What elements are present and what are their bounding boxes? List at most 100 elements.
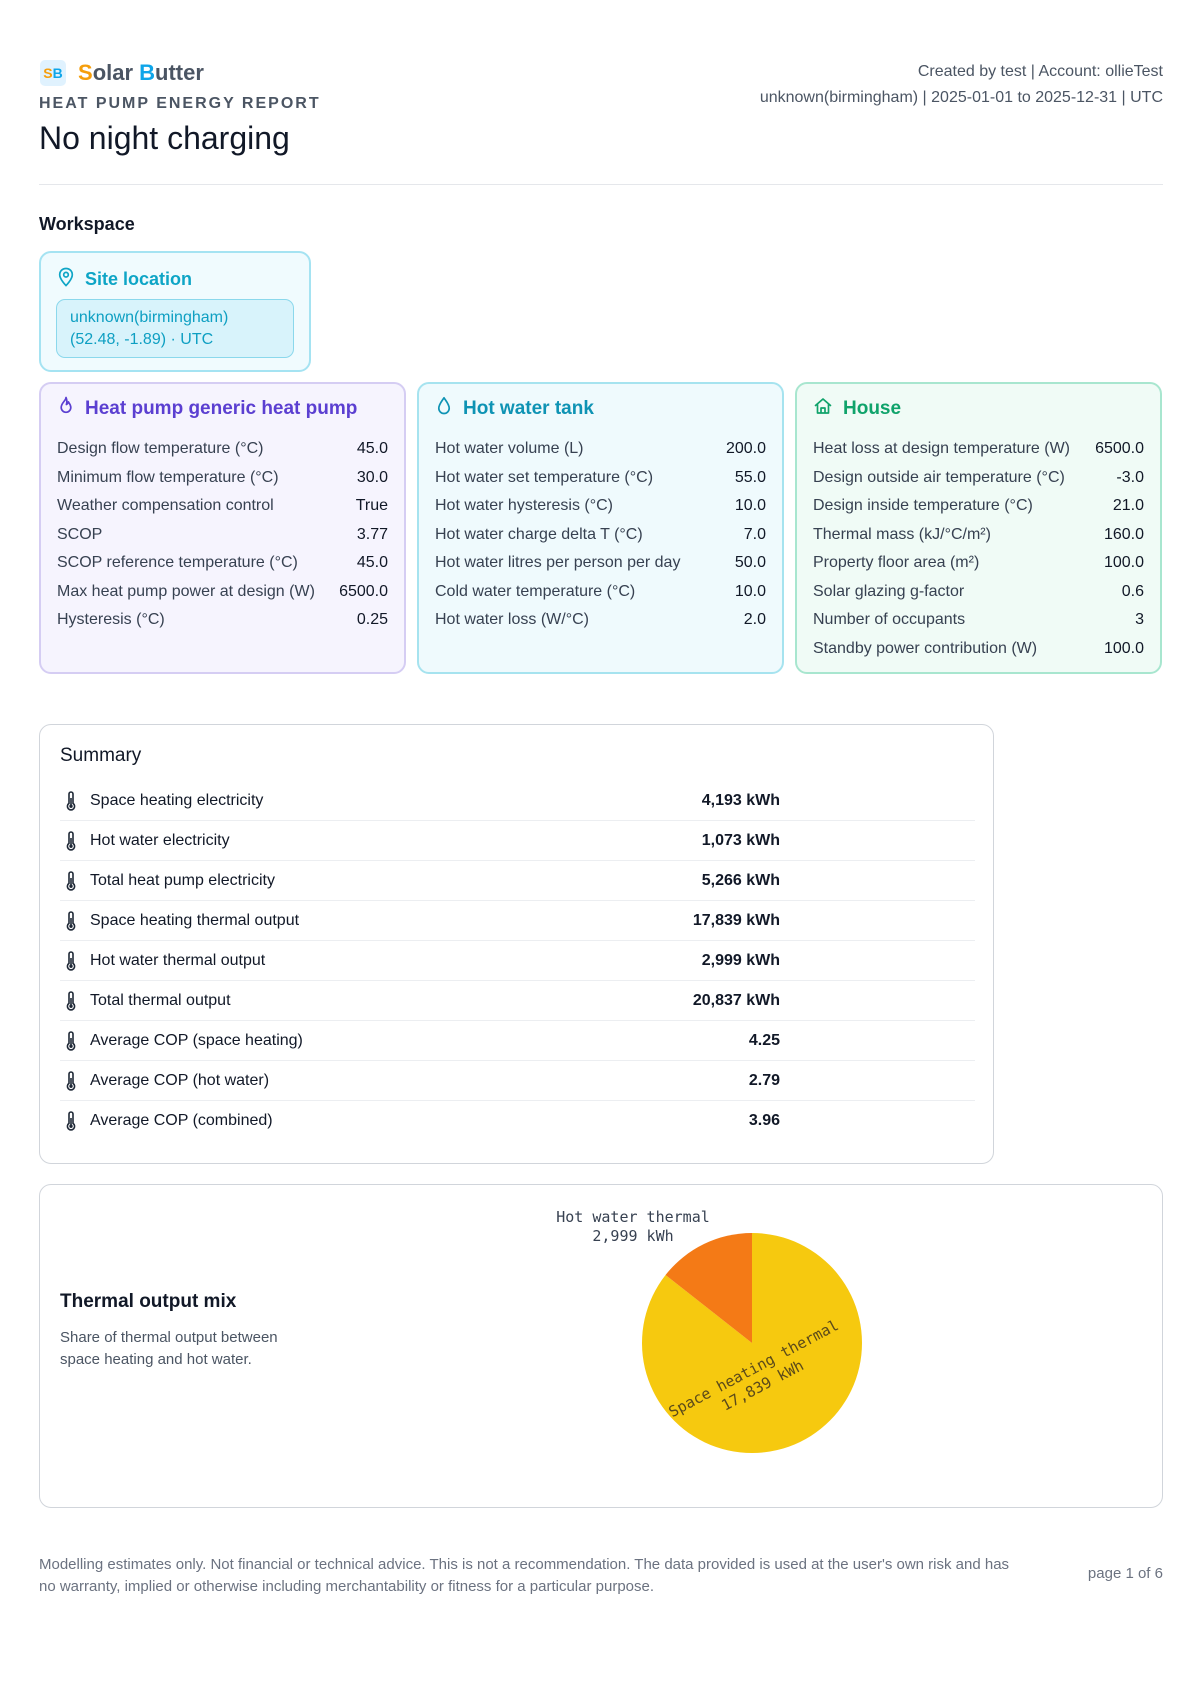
- parameter-label: Hot water set temperature (°C): [435, 468, 654, 486]
- parameter-label: Weather compensation control: [57, 497, 274, 514]
- meta-creator: Created by test | Account: ollieTest: [917, 63, 1163, 80]
- brand-name: Solar Butter: [78, 60, 204, 85]
- summary-value: 1,073 kWh: [701, 831, 780, 849]
- hot-water-tank-card: Hot water tank Hot water volume (L) 200.0…: [417, 382, 784, 674]
- parameter-value: 2.0: [743, 611, 766, 628]
- summary-value: 5,266 kWh: [701, 871, 780, 889]
- thermal-mix-title: Thermal output mix: [60, 1291, 237, 1312]
- parameter-label: SCOP reference temperature (°C): [57, 554, 298, 571]
- parameter-value: 30.0: [356, 468, 388, 486]
- house-card-header: House: [813, 396, 1144, 422]
- parameter-label: Thermal mass (kJ/°C/m²): [813, 525, 991, 543]
- summary-label: Total heat pump electricity: [90, 871, 275, 889]
- parameter-value: 200.0: [725, 440, 766, 457]
- thermometer-icon: [60, 910, 82, 932]
- parameter-label: Design flow temperature (°C): [57, 440, 264, 457]
- thermometer-icon: [60, 990, 82, 1012]
- parameter-value: 3.77: [356, 525, 388, 543]
- flame-icon: [57, 396, 75, 422]
- parameter-label: Minimum flow temperature (°C): [57, 468, 279, 486]
- water-drop-icon: [435, 396, 453, 422]
- hot-water-tank-title: Hot water tank: [463, 398, 594, 419]
- pie-slice-hot-water-thermal: [665, 1233, 752, 1343]
- summary-label: Hot water electricity: [90, 831, 230, 849]
- parameter-label: Number of occupants: [813, 611, 966, 628]
- parameter-row: Heat loss at design temperature (W) 6500.…: [813, 435, 1144, 464]
- parameter-row: Max heat pump power at design (W) 6500.0: [57, 578, 388, 607]
- summary-title: Summary: [60, 745, 142, 766]
- summary-value: 2,999 kWh: [701, 951, 780, 969]
- house-icon: [813, 396, 833, 422]
- hot-water-tank-parameters: Hot water volume (L) 200.0 Hot water set …: [435, 435, 766, 635]
- summary-row: Space heating electricity 4,193 kWh: [60, 781, 975, 821]
- summary-row: Average COP (hot water) 2.79: [60, 1061, 975, 1101]
- parameter-row: Number of occupants 3: [813, 606, 1144, 635]
- parameter-value: 10.0: [734, 497, 766, 514]
- parameter-row: Weather compensation control True: [57, 492, 388, 521]
- summary-label: Average COP (space heating): [90, 1031, 303, 1049]
- summary-value: 4,193 kWh: [701, 791, 780, 809]
- hot-water-tank-card-header: Hot water tank: [435, 396, 766, 422]
- site-location-label: Site location: [85, 269, 193, 289]
- parameter-value: 0.6: [1121, 582, 1144, 600]
- footer-disclaimer: Modelling estimates only. Not financial …: [39, 1556, 1010, 1595]
- house-parameters: Heat loss at design temperature (W) 6500.…: [813, 435, 1144, 663]
- site-location-header: Site location: [57, 267, 192, 292]
- parameter-value: 3: [1135, 611, 1144, 628]
- heat-pump-card: Heat pump generic heat pump Design flow …: [39, 382, 406, 674]
- parameter-value: 45.0: [356, 554, 388, 571]
- page-number: page 1 of 6: [1087, 1565, 1163, 1582]
- parameter-label: Property floor area (m²): [813, 554, 980, 571]
- parameter-row: Minimum flow temperature (°C) 30.0: [57, 464, 388, 493]
- thermometer-icon: [60, 830, 82, 852]
- parameter-row: Hot water hysteresis (°C) 10.0: [435, 492, 766, 521]
- summary-label: Space heating electricity: [90, 791, 264, 809]
- parameter-row: Solar glazing g-factor 0.6: [813, 578, 1144, 607]
- parameter-value: True: [355, 497, 388, 514]
- thermometer-icon: [60, 1110, 82, 1132]
- thermometer-icon: [60, 1030, 82, 1052]
- thermometer-icon: [60, 790, 82, 812]
- parameter-row: Hot water set temperature (°C) 55.0: [435, 464, 766, 493]
- parameter-label: SCOP: [57, 525, 103, 543]
- map-pin-icon: [57, 267, 75, 292]
- parameter-label: Hysteresis (°C): [57, 611, 165, 628]
- heat-pump-card-header: Heat pump generic heat pump: [57, 396, 388, 422]
- summary-value: 2.79: [748, 1071, 780, 1089]
- header-divider: [39, 184, 1163, 185]
- parameter-label: Max heat pump power at design (W): [57, 582, 315, 600]
- parameter-value: 50.0: [734, 554, 766, 571]
- parameter-label: Heat loss at design temperature (W): [813, 440, 1070, 457]
- site-name: unknown(birmingham): [70, 309, 229, 326]
- parameter-value: 21.0: [1112, 497, 1144, 514]
- parameter-row: Property floor area (m²) 100.0: [813, 549, 1144, 578]
- summary-value: 4.25: [748, 1031, 780, 1049]
- thermal-mix-description: Share of thermal output between space he…: [60, 1329, 278, 1368]
- thermal-mix-card: Thermal output mix Share of thermal outp…: [39, 1184, 1163, 1508]
- summary-label: Space heating thermal output: [90, 911, 300, 929]
- parameter-value: 7.0: [743, 525, 766, 543]
- summary-row: Average COP (combined) 3.96: [60, 1101, 975, 1141]
- summary-row: Average COP (space heating) 4.25: [60, 1021, 975, 1061]
- report-kicker: HEAT PUMP ENERGY REPORT: [39, 95, 321, 112]
- thermometer-icon: [60, 1070, 82, 1092]
- parameter-label: Hot water loss (W/°C): [435, 611, 589, 628]
- parameter-value: -3.0: [1116, 468, 1144, 486]
- parameter-label: Cold water temperature (°C): [435, 582, 636, 600]
- site-coordinates: (52.48, -1.89) · UTC: [70, 331, 214, 348]
- parameter-value: 100.0: [1103, 639, 1144, 657]
- summary-label: Average COP (hot water): [90, 1071, 270, 1089]
- pie-slice-space-heating-thermal: [641, 1233, 862, 1453]
- parameter-value: 55.0: [734, 468, 766, 486]
- parameter-row: Hot water loss (W/°C) 2.0: [435, 606, 766, 635]
- parameter-value: 0.25: [356, 611, 388, 628]
- summary-label: Average COP (combined): [90, 1112, 273, 1129]
- parameter-label: Hot water hysteresis (°C): [435, 497, 613, 514]
- heat-pump-title: Heat pump generic heat pump: [85, 398, 358, 419]
- summary-row: Total thermal output 20,837 kWh: [60, 981, 975, 1021]
- site-location-card: Site location unknown(birmingham) (52.48…: [39, 251, 311, 372]
- parameter-row: Hysteresis (°C) 0.25: [57, 606, 388, 635]
- parameter-row: Cold water temperature (°C) 10.0: [435, 578, 766, 607]
